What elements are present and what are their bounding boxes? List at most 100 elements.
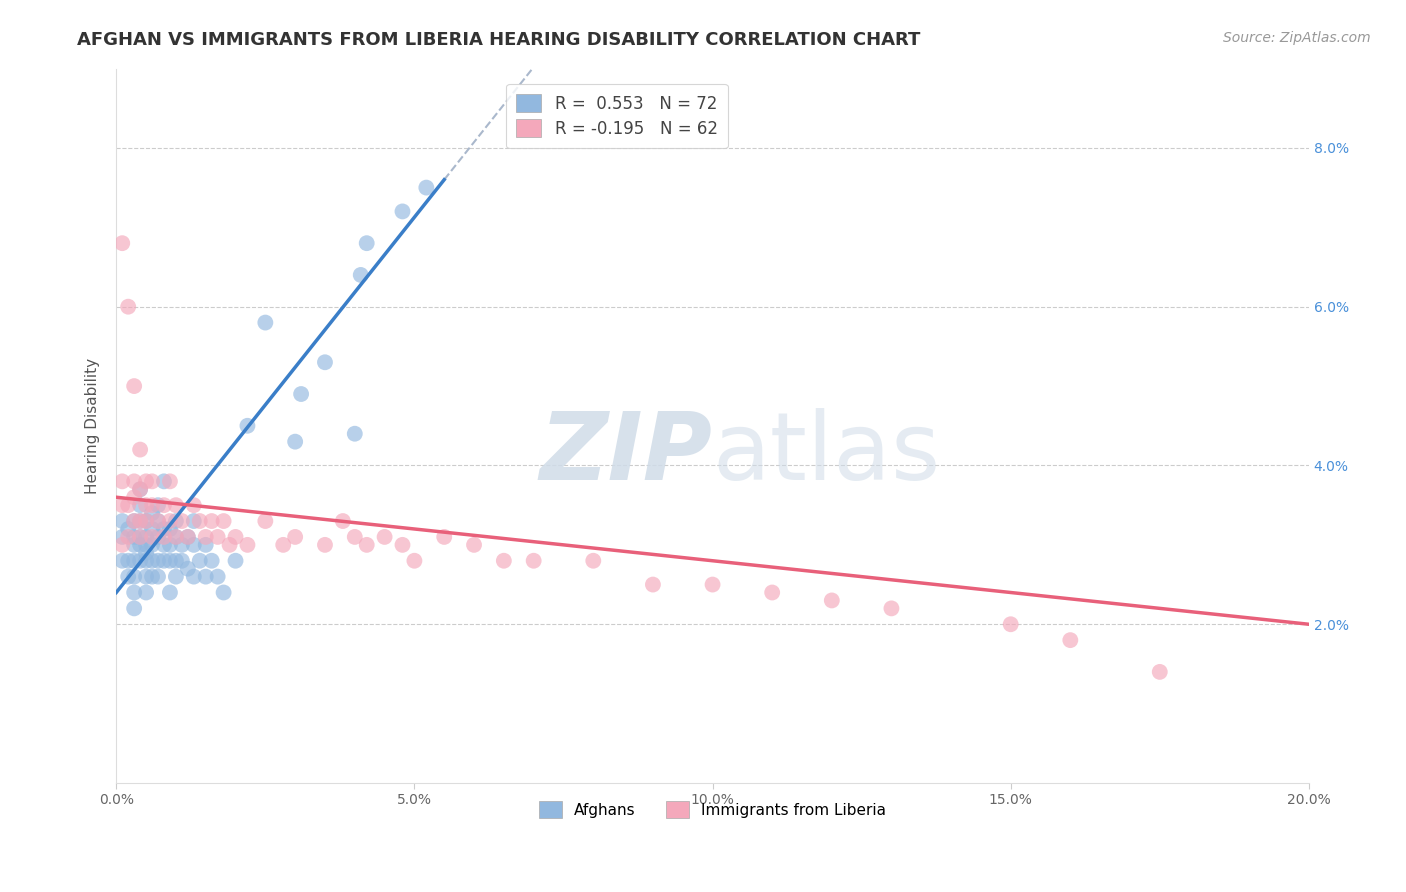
Point [111,514,134,528]
Point [194,569,217,583]
Point [117,569,139,583]
Point [141,569,163,583]
Point [343,530,366,544]
Point [111,538,134,552]
Point [761,585,783,599]
Point [194,530,217,544]
Point [159,514,181,528]
Text: Source: ZipAtlas.com: Source: ZipAtlas.com [1223,31,1371,45]
Point [404,554,426,568]
Point [236,418,259,433]
Point [146,530,169,544]
Point [284,434,307,449]
Point [188,554,211,568]
Point [141,530,163,544]
Point [159,475,181,489]
Point [702,577,724,591]
Point [122,530,145,544]
Point [165,569,187,583]
Point [159,522,181,536]
Point [111,236,134,251]
Point [146,569,169,583]
Point [165,554,187,568]
Point [141,475,163,489]
Point [111,530,134,544]
Point [1059,633,1081,648]
Point [356,236,378,251]
Point [146,554,169,568]
Point [170,514,193,528]
Point [391,538,413,552]
Point [290,387,312,401]
Point [165,514,187,528]
Point [356,538,378,552]
Point [117,522,139,536]
Point [117,530,139,544]
Point [122,538,145,552]
Point [129,530,152,544]
Point [111,498,134,512]
Point [122,514,145,528]
Point [146,498,169,512]
Point [153,530,176,544]
Point [135,569,157,583]
Point [141,506,163,520]
Point [122,514,145,528]
Point [236,538,259,552]
Point [135,546,157,560]
Point [165,530,187,544]
Point [225,554,247,568]
Point [1000,617,1022,632]
Point [135,585,157,599]
Point [153,538,176,552]
Point [350,268,373,282]
Point [165,530,187,544]
Point [141,498,163,512]
Point [343,426,366,441]
Point [117,554,139,568]
Point [135,554,157,568]
Point [129,530,152,544]
Text: ZIP: ZIP [540,409,713,500]
Point [111,475,134,489]
Point [415,180,437,194]
Point [153,522,176,536]
Point [201,554,224,568]
Point [122,554,145,568]
Point [582,554,605,568]
Point [188,514,211,528]
Legend: Afghans, Immigrants from Liberia: Afghans, Immigrants from Liberia [531,794,894,825]
Point [880,601,903,615]
Point [433,530,456,544]
Point [135,475,157,489]
Point [165,498,187,512]
Point [159,585,181,599]
Point [314,538,336,552]
Point [391,204,413,219]
Point [129,483,152,497]
Point [129,498,152,512]
Point [122,569,145,583]
Point [135,514,157,528]
Text: atlas: atlas [713,409,941,500]
Point [225,530,247,544]
Point [177,562,200,576]
Point [146,514,169,528]
Point [523,554,546,568]
Point [641,577,664,591]
Point [159,554,181,568]
Point [170,538,193,552]
Point [177,530,200,544]
Point [129,538,152,552]
Point [271,538,294,552]
Point [141,554,163,568]
Point [492,554,515,568]
Point [463,538,485,552]
Point [122,475,145,489]
Point [141,538,163,552]
Point [183,569,205,583]
Point [821,593,844,607]
Point [122,490,145,504]
Point [141,522,163,536]
Point [332,514,354,528]
